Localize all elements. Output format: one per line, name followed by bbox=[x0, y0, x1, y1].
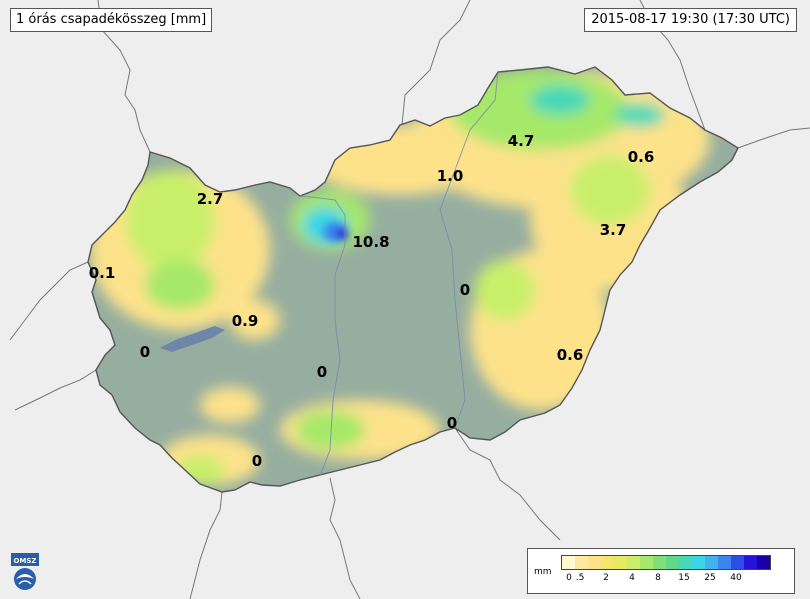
legend-swatch bbox=[679, 556, 692, 569]
legend-swatch bbox=[666, 556, 679, 569]
omsz-logo: OMSZ bbox=[10, 552, 40, 592]
legend-tick-label: 15 bbox=[678, 573, 690, 583]
legend-swatch bbox=[588, 556, 601, 569]
svg-text:OMSZ: OMSZ bbox=[13, 557, 36, 565]
value-label: 10.8 bbox=[352, 233, 390, 251]
value-label: 0.9 bbox=[231, 312, 259, 330]
legend-color-bar bbox=[561, 555, 771, 570]
legend-tick-label: 8 bbox=[655, 573, 661, 583]
legend-ticks: 0.5 2 4 8 15 25 40 bbox=[561, 573, 793, 587]
value-label: 0.1 bbox=[88, 264, 116, 282]
legend-tick-label: 2 bbox=[603, 573, 609, 583]
value-label: 1.0 bbox=[436, 167, 464, 185]
legend-swatch bbox=[692, 556, 705, 569]
legend-tick-label: 40 bbox=[730, 573, 742, 583]
legend-swatch bbox=[744, 556, 757, 569]
legend-tick-label: 25 bbox=[704, 573, 716, 583]
value-label: 2.7 bbox=[196, 190, 224, 208]
legend-tick-label: .5 bbox=[575, 573, 585, 583]
legend-swatch bbox=[601, 556, 614, 569]
map-title: 1 órás csapadékösszeg [mm] bbox=[10, 8, 213, 32]
legend-swatch bbox=[614, 556, 627, 569]
value-label: 0 bbox=[316, 363, 328, 381]
rivers bbox=[299, 71, 499, 477]
legend-swatch bbox=[718, 556, 731, 569]
legend-swatch bbox=[705, 556, 718, 569]
legend-swatch bbox=[653, 556, 666, 569]
legend-swatch bbox=[731, 556, 744, 569]
value-label: 0 bbox=[139, 343, 151, 361]
legend-swatch bbox=[575, 556, 588, 569]
legend-tick-label: 0 bbox=[566, 573, 572, 583]
value-label: 3.7 bbox=[599, 221, 627, 239]
legend-swatch bbox=[627, 556, 640, 569]
map-timestamp: 2015-08-17 19:30 (17:30 UTC) bbox=[584, 8, 797, 32]
value-label: 0 bbox=[446, 414, 458, 432]
value-label: 0.6 bbox=[556, 346, 584, 364]
legend-unit: mm bbox=[534, 567, 552, 577]
legend-swatch bbox=[757, 556, 770, 569]
legend-swatch bbox=[562, 556, 575, 569]
value-label: 0.6 bbox=[627, 148, 655, 166]
value-label: 4.7 bbox=[507, 132, 535, 150]
legend-tick-label: 4 bbox=[629, 573, 635, 583]
value-label: 0 bbox=[459, 281, 471, 299]
value-label: 0 bbox=[251, 452, 263, 470]
color-legend: mm 0.5 2 4 8 15 25 40 bbox=[527, 548, 795, 594]
legend-swatch bbox=[640, 556, 653, 569]
